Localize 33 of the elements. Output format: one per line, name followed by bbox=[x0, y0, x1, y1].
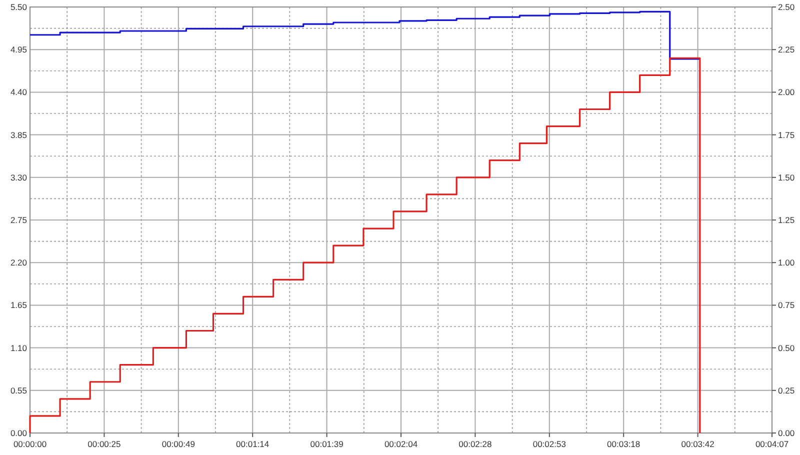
y2-tick-label: 1.00 bbox=[778, 258, 795, 268]
y2-tick-label: 2.00 bbox=[778, 87, 795, 98]
x-tick-label: 00:04:07 bbox=[755, 439, 789, 449]
y2-tick-label: 0.25 bbox=[778, 385, 795, 396]
x-tick-label: 00:03:18 bbox=[607, 439, 640, 449]
x-tick-label: 00:02:53 bbox=[532, 439, 566, 449]
y-tick-label: 1.65 bbox=[10, 300, 28, 310]
x-tick-label: 00:01:39 bbox=[310, 439, 344, 449]
y-tick-label: 5.50 bbox=[10, 2, 28, 12]
y2-tick-label: 0.50 bbox=[778, 342, 795, 353]
y-tick-label: 4.95 bbox=[10, 44, 28, 55]
y2-tick-label: 1.75 bbox=[778, 130, 795, 140]
y-tick-label: 2.20 bbox=[10, 258, 28, 268]
x-tick-label: 00:03:42 bbox=[681, 439, 715, 449]
y2-tick-label: 1.50 bbox=[778, 172, 795, 182]
x-tick-label: 00:02:28 bbox=[458, 439, 492, 449]
x-tick-label: 00:01:14 bbox=[236, 439, 270, 449]
x-tick-label: 00:02:04 bbox=[384, 439, 418, 449]
y-tick-label: 3.85 bbox=[10, 130, 28, 140]
x-tick-label: 00:00:49 bbox=[162, 439, 196, 449]
y-tick-label: 3.30 bbox=[10, 172, 28, 182]
y2-tick-label: 2.50 bbox=[778, 2, 795, 12]
x-tick-label: 00:00:00 bbox=[13, 439, 47, 449]
y-tick-label: 4.40 bbox=[10, 87, 28, 98]
y-tick-label: 2.75 bbox=[10, 215, 28, 225]
y2-tick-label: 1.25 bbox=[778, 215, 795, 225]
x-tick-label: 00:00:25 bbox=[88, 439, 122, 449]
y2-tick-label: 2.25 bbox=[778, 44, 795, 55]
y2-tick-label: 0.75 bbox=[778, 300, 795, 310]
y2-tick-label: 0.00 bbox=[778, 428, 795, 438]
y-tick-label: 0.00 bbox=[10, 428, 28, 438]
y-tick-label: 0.55 bbox=[10, 385, 28, 396]
y-tick-label: 1.10 bbox=[10, 342, 28, 353]
